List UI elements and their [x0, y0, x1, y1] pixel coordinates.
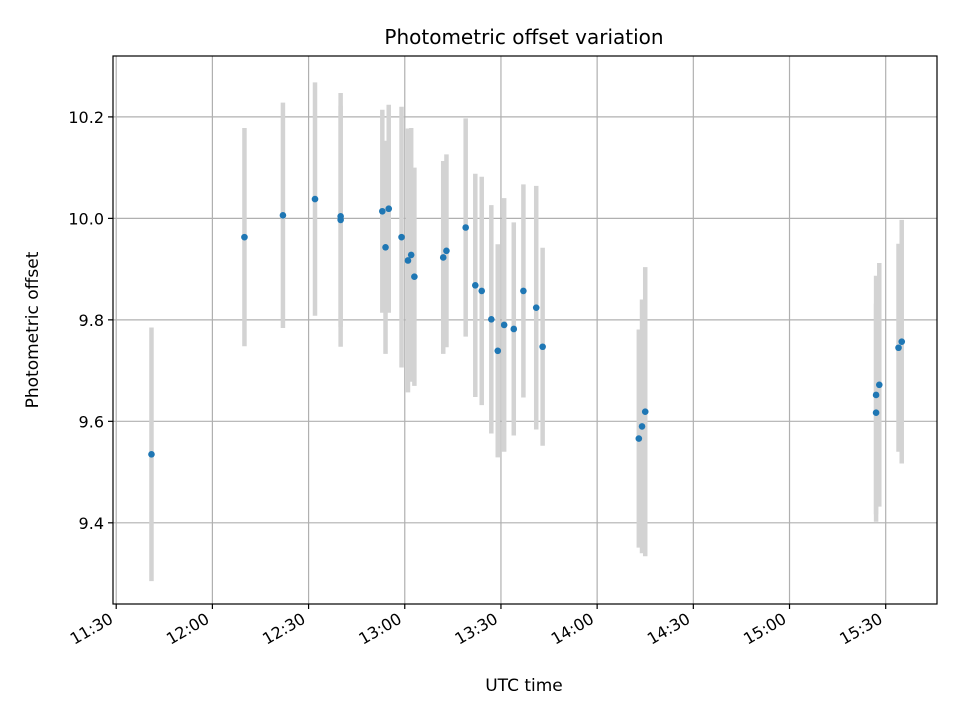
data-point [472, 282, 479, 289]
data-point [638, 423, 646, 430]
x-tick-label: 15:30 [836, 609, 885, 649]
data-point [462, 224, 469, 231]
data-point [443, 247, 450, 255]
x-axis-label: UTC time [485, 676, 563, 696]
data-point [539, 343, 546, 351]
data-point [898, 338, 906, 345]
x-tick-label: 12:00 [163, 609, 212, 649]
y-tick-label: 9.8 [79, 311, 104, 330]
data-point [500, 321, 508, 329]
x-axis: 11:30 12:00 12:30 13:00 13:30 14:00 14:30 15:00… [67, 604, 887, 649]
data-point [895, 344, 902, 352]
data-point [148, 451, 155, 458]
data-point [872, 391, 880, 399]
data-points [148, 195, 906, 458]
data-point [407, 251, 415, 259]
x-tick-label: 11:30 [67, 609, 116, 649]
data-point [279, 212, 287, 219]
plot-frame [112, 55, 938, 605]
x-tick-label: 14:30 [644, 609, 693, 649]
data-point [411, 273, 418, 281]
data-point [241, 233, 248, 241]
chart-title: Photometric offset variation [384, 25, 663, 49]
data-point [478, 287, 486, 295]
data-point [404, 257, 412, 264]
x-tick-label: 13:00 [355, 609, 404, 649]
data-point [532, 304, 540, 311]
data-point [385, 205, 393, 213]
data-point [488, 316, 495, 323]
data-point [875, 381, 883, 389]
y-tick-label: 10.0 [68, 209, 104, 228]
data-point [494, 347, 502, 355]
x-tick-label: 13:30 [452, 609, 501, 649]
x-tick-label: 15:00 [740, 609, 789, 649]
data-point [641, 408, 649, 415]
data-point [382, 243, 389, 251]
data-point [510, 325, 518, 333]
data-point [379, 207, 386, 215]
data-point [337, 213, 344, 220]
y-tick-label: 9.6 [79, 412, 104, 431]
y-tick-label: 9.4 [79, 514, 104, 533]
data-point [398, 233, 405, 241]
y-axis: 9.4 9.6 9.8 10.0 10.2 [68, 108, 113, 533]
x-tick-label: 14:00 [548, 609, 597, 649]
data-point [439, 254, 447, 261]
data-point [635, 435, 643, 442]
y-axis-label: Photometric offset [23, 251, 43, 408]
y-tick-label: 10.2 [68, 108, 104, 127]
data-point [311, 195, 319, 203]
data-point [520, 287, 527, 295]
data-point [872, 409, 880, 417]
x-tick-label: 12:30 [259, 609, 308, 649]
